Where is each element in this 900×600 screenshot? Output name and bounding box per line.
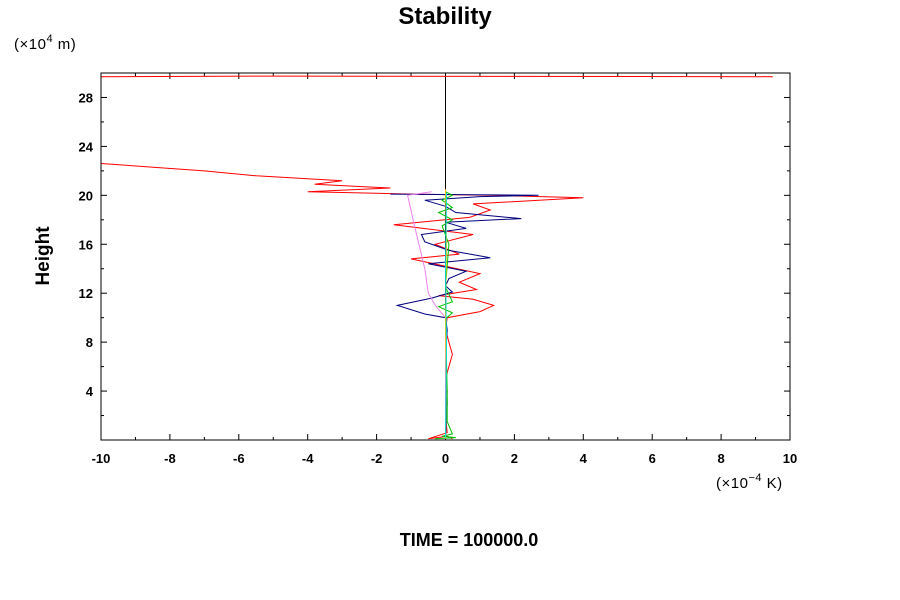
series-line-7 bbox=[444, 192, 448, 438]
y-tick-label: 16 bbox=[79, 237, 93, 252]
series-line-3 bbox=[390, 193, 539, 438]
y-tick-label: 4 bbox=[86, 384, 94, 399]
y-tick-label: 8 bbox=[86, 335, 93, 350]
x-tick-label: -10 bbox=[92, 451, 111, 466]
x-tick-label: -2 bbox=[371, 451, 383, 466]
y-axis-label: Height bbox=[33, 226, 54, 286]
x-tick-label: 8 bbox=[717, 451, 724, 466]
time-label: TIME = 100000.0 bbox=[399, 530, 539, 550]
series-line-5 bbox=[435, 191, 456, 440]
y-unit-label: (×104 m) bbox=[14, 33, 76, 53]
plot-frame bbox=[100, 72, 791, 441]
x-tick-label: -6 bbox=[233, 451, 245, 466]
x-tick-label: 2 bbox=[511, 451, 518, 466]
x-unit-label: (×10−4 K) bbox=[716, 472, 783, 492]
x-tick-label: -4 bbox=[302, 451, 314, 466]
y-tick-label: 20 bbox=[79, 188, 93, 203]
y-tick-label: 12 bbox=[79, 286, 93, 301]
y-tick-label: 28 bbox=[79, 90, 93, 105]
series-line-4 bbox=[406, 191, 446, 436]
x-tick-label: 10 bbox=[783, 451, 797, 466]
x-tick-label: -8 bbox=[164, 451, 176, 466]
footer: TIME = 100000.0 bbox=[0, 530, 900, 551]
series-line-2 bbox=[100, 75, 773, 78]
x-tick-label: 0 bbox=[442, 451, 449, 466]
chart-title: Stability bbox=[398, 3, 492, 30]
x-tick-label: 6 bbox=[649, 451, 656, 466]
y-tick-label: 24 bbox=[79, 139, 94, 154]
x-tick-label: 4 bbox=[580, 451, 588, 466]
data-series bbox=[100, 75, 773, 440]
series-line-1 bbox=[100, 163, 584, 440]
